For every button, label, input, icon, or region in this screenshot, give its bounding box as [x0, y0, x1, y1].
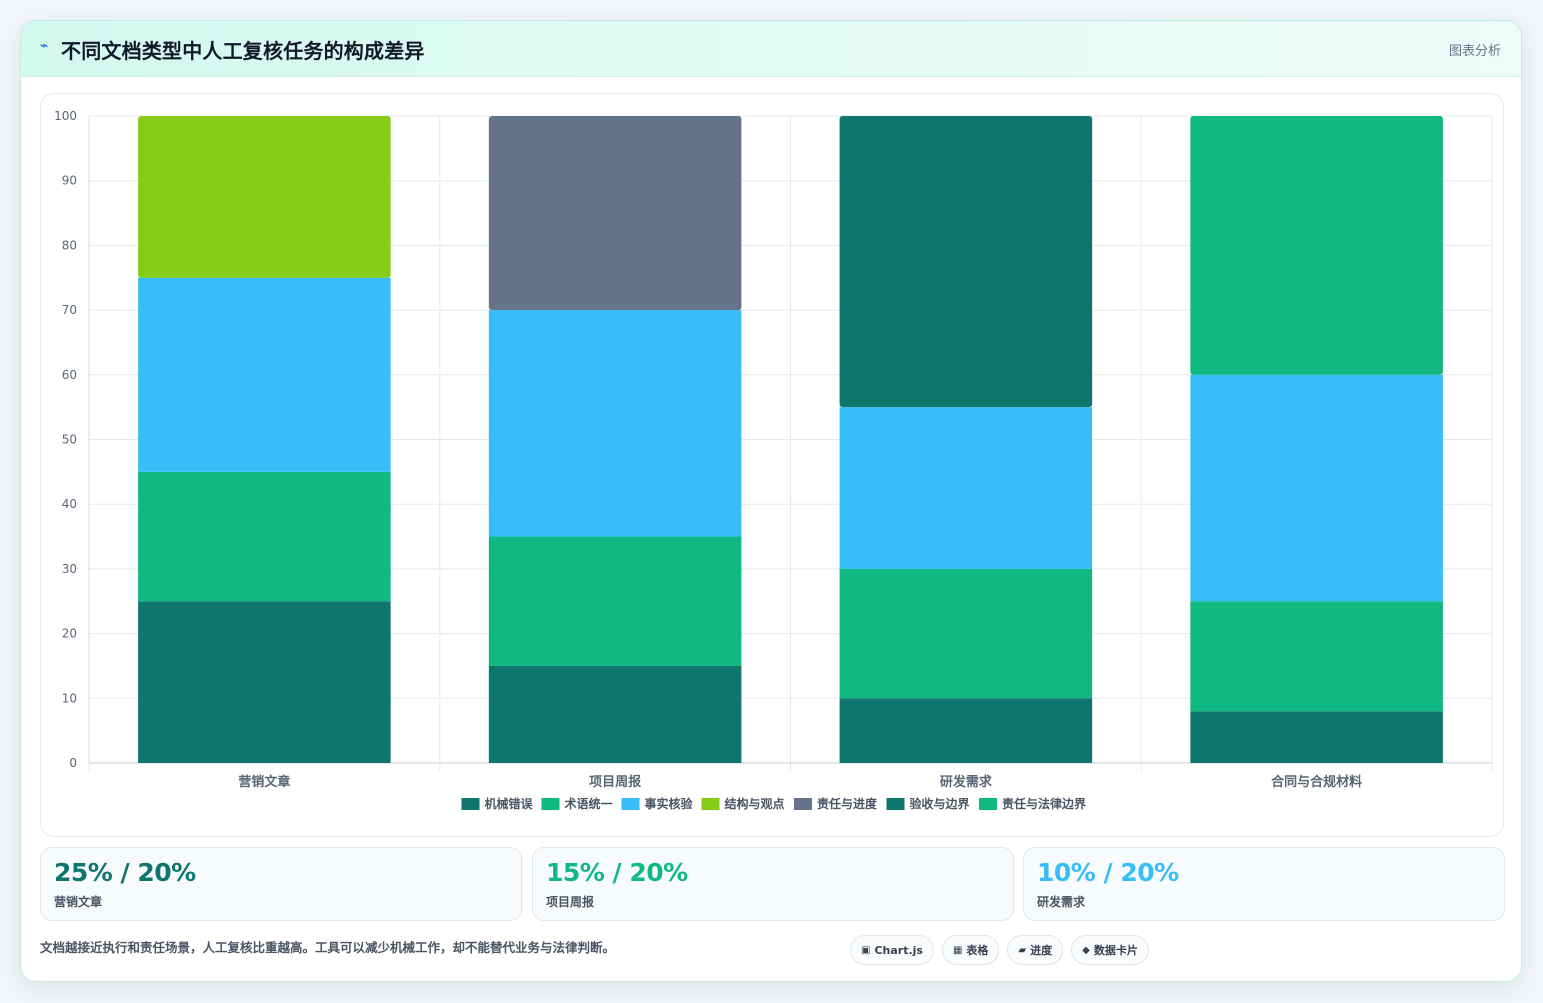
view-chips: ▣ Chart.js ▦ 表格 ▰ 进度 ◆ 数据卡片	[850, 935, 1149, 965]
card-title: 不同文档类型中人工复核任务的构成差异	[61, 39, 425, 63]
y-tick-label: 60	[62, 368, 77, 382]
legend-label: 验收与边界	[910, 796, 970, 811]
legend-label: 机械错误	[485, 796, 534, 811]
kpi-label: 项目周报	[546, 895, 595, 909]
bar-segment	[1190, 374, 1443, 602]
chip-table[interactable]: ▦ 表格	[941, 935, 1000, 965]
chip-label: 表格	[966, 944, 989, 957]
legend-label: 结构与观点	[725, 796, 785, 811]
y-tick-label: 20	[62, 627, 77, 641]
bar-segment	[1190, 711, 1443, 763]
bar-segment	[138, 471, 391, 602]
stacked-bar-chart: 0 10 20 30 40 50 60 70 80 90 100 营销文章 项目周报 研发需求 合同与合规材…	[54, 109, 1493, 811]
lightning-icon: ⌁	[40, 38, 49, 54]
legend-swatch	[701, 798, 720, 810]
kpi-value: 15% / 20%	[546, 858, 688, 887]
chip-progress[interactable]: ▰ 进度	[1007, 935, 1064, 965]
y-tick-label: 70	[62, 303, 77, 317]
bar-segment	[839, 116, 1093, 408]
legend-label: 事实核验	[645, 796, 694, 811]
bar-segment	[1190, 601, 1443, 712]
kpi-card-weekly: 15% / 20% 项目周报	[532, 847, 1014, 921]
x-tick-label: 研发需求	[940, 774, 993, 790]
legend-swatch	[979, 798, 997, 810]
bar-segment	[488, 116, 742, 311]
y-tick-label: 100	[54, 109, 77, 123]
legend-label: 术语统一	[564, 796, 613, 811]
chip-data-card[interactable]: ◆ 数据卡片	[1071, 935, 1149, 965]
progress-icon: ▰	[1018, 944, 1027, 956]
kpi-label: 营销文章	[54, 895, 103, 909]
chip-label: Chart.js	[874, 943, 923, 957]
footnote: 文档越接近执行和责任场景，人工复核比重越高。工具可以减少机械工作，却不能替代业务…	[40, 940, 616, 955]
data-card-icon: ◆	[1082, 944, 1090, 956]
bar-segment	[1190, 116, 1443, 375]
legend-swatch	[541, 798, 560, 810]
y-tick-label: 30	[62, 562, 77, 576]
bar-segment	[138, 601, 391, 763]
chart-card: ⌁ 不同文档类型中人工复核任务的构成差异 图表分析 0 10 20 30 40 50 60 7…	[20, 20, 1522, 982]
legend-swatch	[461, 798, 480, 810]
bar-segment	[839, 568, 1093, 699]
y-tick-label: 40	[62, 497, 77, 511]
kpi-label: 研发需求	[1037, 895, 1086, 909]
bar-segment	[488, 536, 742, 666]
chart-icon: ▣	[861, 944, 871, 956]
bar-segment	[839, 407, 1093, 569]
x-tick-label: 合同与合规材料	[1271, 774, 1362, 790]
x-tick-label: 营销文章	[238, 774, 290, 790]
bar-segment	[138, 116, 391, 278]
legend-label: 责任与进度	[817, 796, 878, 811]
chart-area: 0 10 20 30 40 50 60 70 80 90 100 营销文章 项目周报 研发需求 合同与合规材…	[40, 93, 1504, 837]
chip-label: 进度	[1030, 944, 1053, 957]
legend-swatch	[621, 798, 640, 810]
bar-segment	[488, 665, 742, 763]
kpi-value: 25% / 20%	[54, 858, 196, 887]
y-tick-label: 50	[62, 433, 77, 447]
y-tick-label: 0	[69, 756, 77, 770]
y-tick-label: 90	[62, 174, 77, 188]
y-tick-label: 80	[62, 238, 77, 252]
header-tag: 图表分析	[1448, 44, 1501, 59]
bar-segment	[138, 277, 391, 472]
kpi-card-rnd: 10% / 20% 研发需求	[1023, 847, 1505, 921]
bar-segment	[839, 698, 1093, 763]
card-header: ⌁ 不同文档类型中人工复核任务的构成差异 图表分析	[21, 21, 1521, 77]
kpi-card-marketing: 25% / 20% 营销文章	[40, 847, 522, 921]
chip-chartjs[interactable]: ▣ Chart.js	[850, 935, 934, 965]
chip-label: 数据卡片	[1093, 944, 1138, 957]
legend-swatch	[886, 798, 905, 810]
bar-segment	[488, 310, 742, 537]
table-icon: ▦	[952, 944, 963, 956]
x-tick-label: 项目周报	[589, 775, 642, 790]
kpi-value: 10% / 20%	[1037, 858, 1179, 887]
legend-swatch	[794, 798, 812, 810]
legend-label: 责任与法律边界	[1002, 796, 1086, 811]
y-tick-label: 10	[62, 691, 77, 705]
